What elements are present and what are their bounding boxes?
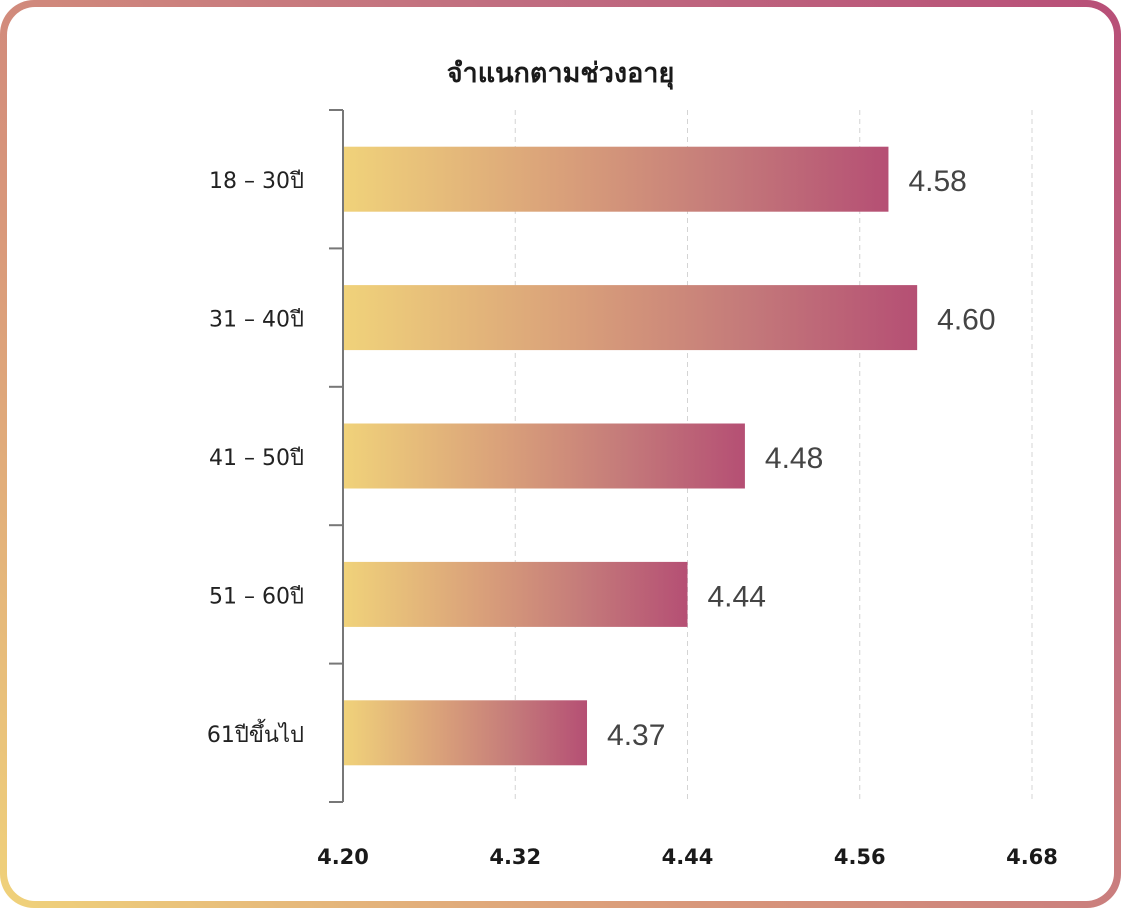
bar (344, 285, 918, 351)
category-label: 18 – 30ปี (209, 169, 304, 194)
x-tick-label: 4.68 (1006, 845, 1058, 869)
chart-panel: จำแนกตามช่วงอายุ 4.20 4.32 4.44 4.56 4.68 4.5… (7, 7, 1114, 901)
category-label: 51 – 60ปี (209, 584, 304, 609)
bar (344, 700, 588, 766)
x-tick-label: 4.20 (317, 845, 369, 869)
bar-value-label: 4.58 (908, 165, 966, 198)
bar-chart: 4.20 4.32 4.44 4.56 4.68 4.58 18 – 30ปี 4.60 31 … (207, 109, 1058, 869)
bar (344, 423, 745, 489)
x-tick-label: 4.44 (662, 845, 714, 869)
chart-title: จำแนกตามช่วงอายุ (446, 58, 675, 89)
bar (344, 561, 688, 627)
x-tick-label: 4.56 (834, 845, 886, 869)
category-label: 61ปีขึ้นไป (207, 719, 304, 748)
category-label: 41 – 50ปี (209, 446, 304, 471)
bar-value-label: 4.37 (607, 719, 665, 752)
bar-value-label: 4.48 (765, 442, 823, 475)
bar-value-label: 4.60 (937, 304, 995, 337)
category-label: 31 – 40ปี (209, 308, 304, 333)
bar (344, 146, 889, 212)
bar-value-label: 4.44 (708, 580, 766, 613)
x-tick-label: 4.32 (489, 845, 541, 869)
